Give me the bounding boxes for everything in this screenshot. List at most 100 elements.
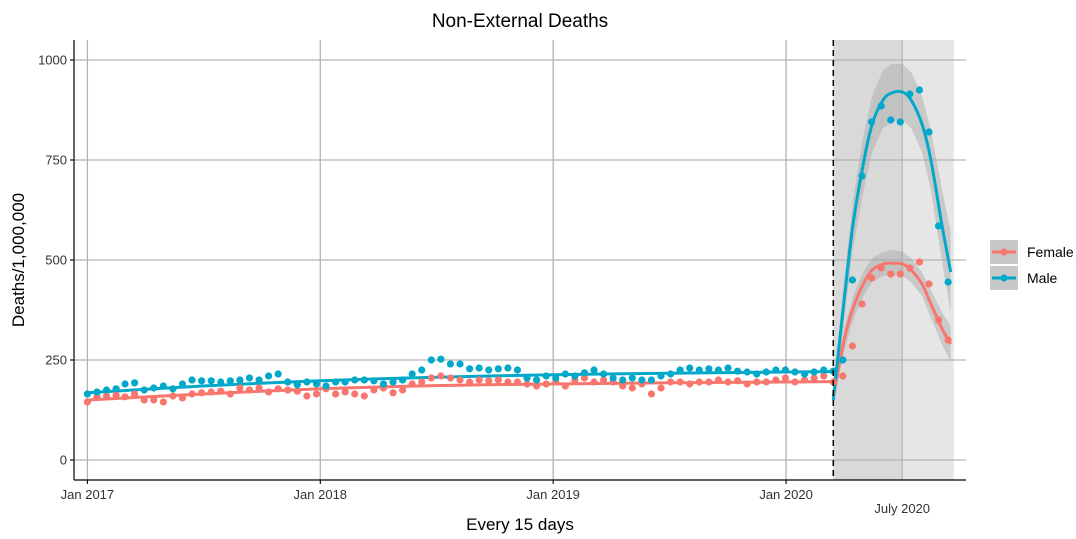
point-female-59 — [647, 390, 656, 398]
point-male-3 — [112, 385, 120, 393]
x-tick-label-july-2020: July 2020 — [874, 501, 930, 516]
point-male-64 — [695, 366, 703, 374]
point-male-52 — [580, 369, 589, 377]
point-female-2 — [102, 392, 111, 400]
point-male-18 — [255, 376, 263, 384]
data-points — [83, 86, 952, 406]
point-female-87 — [915, 258, 924, 266]
point-male-31 — [379, 380, 388, 388]
y-tick-label-750: 750 — [45, 153, 67, 168]
point-female-3 — [112, 391, 120, 399]
point-male-22 — [293, 381, 301, 389]
y-tick-label-0: 0 — [60, 453, 67, 468]
point-female-76 — [810, 374, 818, 382]
point-male-81 — [858, 172, 866, 180]
point-male-46 — [523, 374, 531, 382]
point-female-45 — [513, 378, 522, 386]
point-female-23 — [303, 392, 311, 400]
point-female-79 — [839, 372, 847, 380]
point-female-73 — [781, 374, 790, 382]
point-male-10 — [178, 380, 187, 388]
x-tick-label-jan-2020: Jan 2020 — [759, 487, 813, 502]
point-female-62 — [676, 378, 684, 386]
point-male-13 — [207, 377, 215, 385]
chart-title: Non-External Deaths — [432, 11, 608, 32]
y-tick-label-250: 250 — [45, 353, 67, 368]
point-male-8 — [159, 382, 167, 390]
point-male-2 — [102, 386, 111, 394]
point-female-60 — [657, 384, 665, 392]
point-female-70 — [753, 378, 761, 386]
point-female-14 — [217, 387, 225, 395]
trend-post-male — [831, 89, 953, 401]
point-male-54 — [599, 370, 608, 378]
point-male-7 — [150, 384, 158, 392]
legend-key-point-female — [1000, 248, 1008, 256]
point-male-11 — [188, 376, 196, 384]
point-female-47 — [532, 382, 541, 390]
point-female-80 — [848, 342, 857, 350]
point-male-47 — [532, 376, 541, 384]
point-female-43 — [494, 376, 502, 384]
point-male-68 — [733, 367, 742, 375]
point-female-19 — [265, 388, 273, 396]
trend-pre-male — [87, 370, 834, 395]
point-female-38 — [446, 374, 455, 382]
point-female-89 — [934, 316, 943, 324]
point-male-5 — [131, 379, 139, 387]
point-female-32 — [389, 389, 397, 397]
point-female-68 — [733, 377, 742, 385]
point-female-46 — [523, 380, 531, 388]
point-male-17 — [245, 374, 254, 382]
point-female-85 — [896, 270, 904, 278]
point-male-76 — [810, 368, 818, 376]
trend-lines — [87, 89, 953, 402]
point-female-57 — [628, 384, 636, 392]
point-female-52 — [580, 374, 589, 382]
point-female-71 — [762, 378, 770, 386]
legend-item-female: Female — [990, 240, 1074, 264]
point-male-56 — [619, 376, 627, 384]
point-female-75 — [800, 376, 809, 384]
point-male-42 — [485, 366, 493, 374]
point-female-81 — [858, 300, 866, 308]
point-female-13 — [207, 388, 215, 396]
y-axis-title: Deaths/1,000,000 — [9, 193, 28, 327]
point-male-14 — [217, 378, 225, 386]
y-tick-label-500: 500 — [45, 253, 67, 268]
point-male-40 — [465, 365, 474, 373]
point-male-50 — [561, 370, 569, 378]
point-female-37 — [437, 372, 445, 380]
point-male-28 — [351, 376, 359, 384]
point-male-67 — [724, 364, 732, 372]
point-female-64 — [695, 378, 703, 386]
point-female-4 — [121, 393, 129, 401]
point-female-88 — [925, 280, 933, 288]
x-tick-label-jan-2017: Jan 2017 — [61, 487, 115, 502]
legend-label-male: Male — [1027, 270, 1058, 286]
point-male-41 — [475, 364, 483, 372]
point-female-24 — [312, 390, 321, 398]
point-female-74 — [791, 378, 799, 386]
point-male-49 — [552, 374, 560, 382]
point-male-24 — [312, 380, 321, 388]
point-female-12 — [198, 389, 206, 397]
point-female-40 — [465, 378, 474, 386]
point-female-84 — [887, 270, 895, 278]
point-female-20 — [274, 385, 282, 393]
trend-post-female — [831, 261, 952, 397]
point-male-75 — [800, 370, 809, 378]
point-male-83 — [877, 102, 885, 110]
point-female-22 — [293, 387, 301, 395]
point-female-67 — [724, 378, 732, 386]
point-male-80 — [848, 276, 857, 284]
point-male-63 — [686, 364, 694, 372]
point-female-77 — [820, 372, 828, 380]
point-male-19 — [265, 372, 273, 380]
point-male-48 — [542, 372, 550, 380]
legend-label-female: Female — [1027, 244, 1074, 260]
point-male-73 — [781, 366, 790, 374]
point-male-29 — [360, 376, 368, 384]
point-male-69 — [743, 368, 751, 376]
